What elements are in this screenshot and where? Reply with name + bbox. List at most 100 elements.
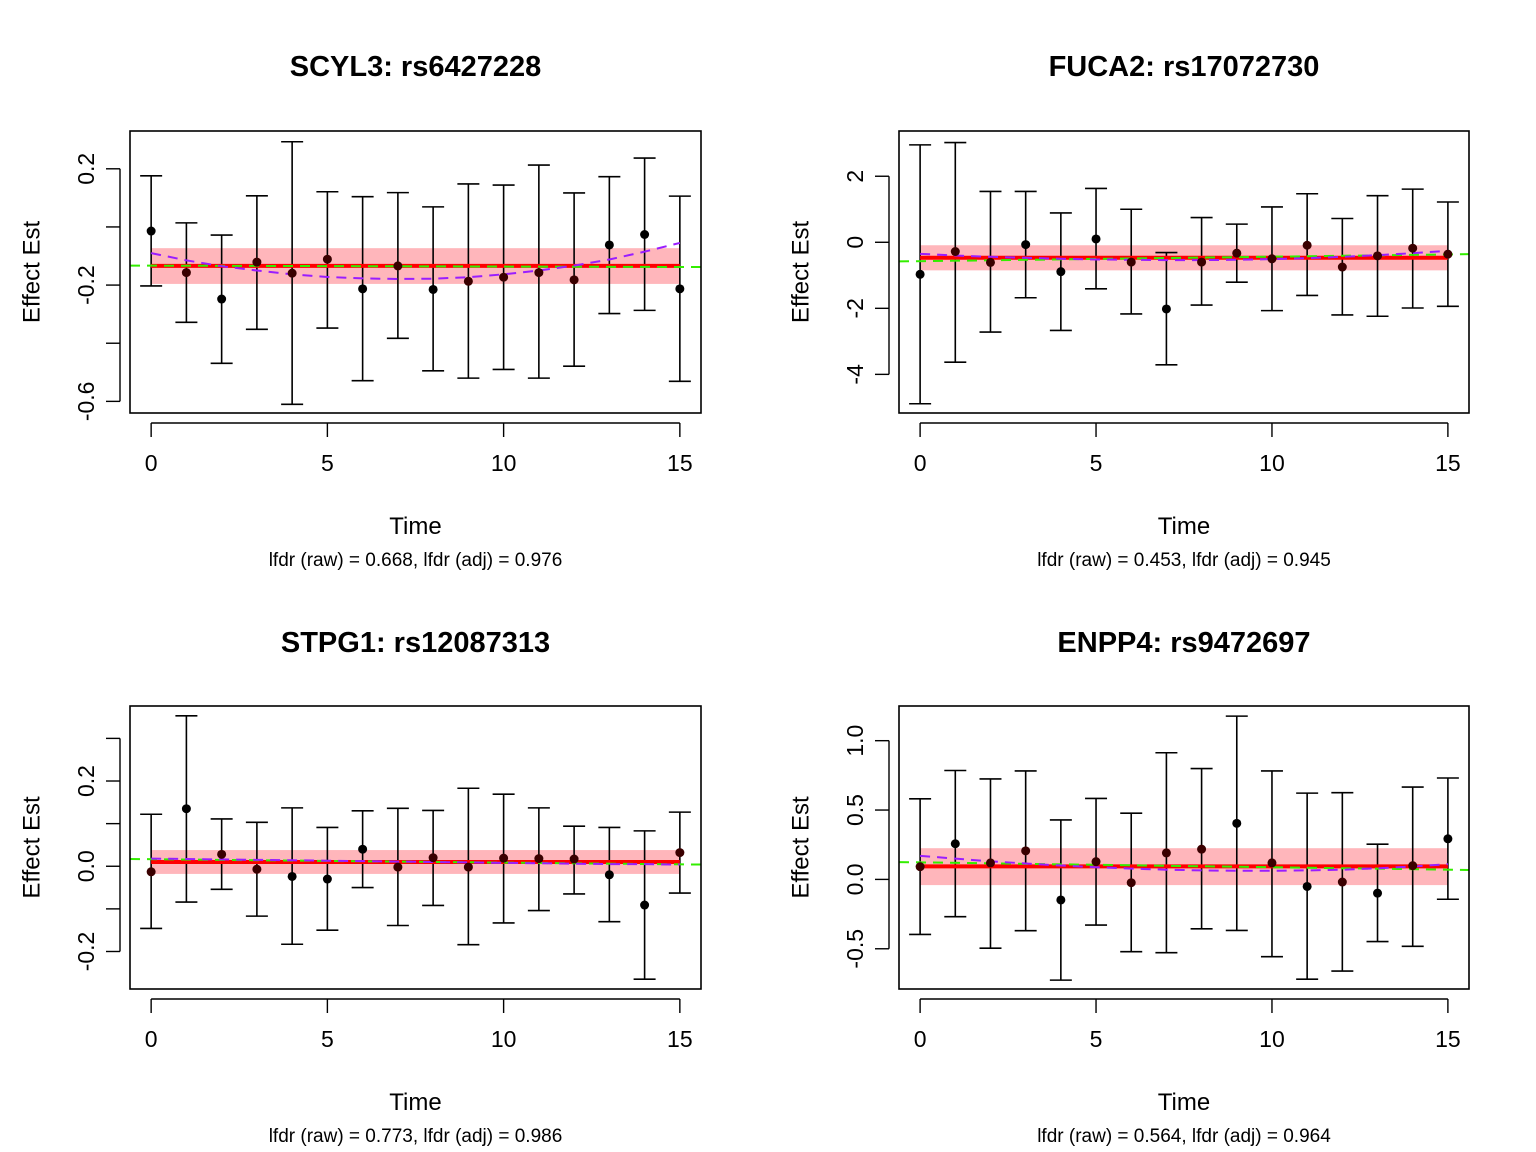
y-axis-label: Effect Est — [788, 796, 815, 899]
data-point — [217, 294, 227, 304]
plot-frame — [129, 130, 702, 414]
data-point — [604, 240, 614, 250]
data-point — [640, 900, 650, 910]
y-tick-label: 0.5 — [842, 794, 868, 826]
data-point — [1021, 240, 1031, 250]
y-tick-label: 0.0 — [73, 850, 99, 882]
data-point — [985, 858, 995, 868]
data-point — [640, 229, 650, 239]
data-point — [322, 254, 332, 264]
data-point — [1091, 857, 1101, 867]
x-tick-label: 10 — [491, 1026, 517, 1052]
x-tick-label: 5 — [1090, 1026, 1103, 1052]
data-point — [1373, 888, 1383, 898]
x-tick-label: 10 — [1259, 1026, 1285, 1052]
data-point — [1126, 878, 1136, 888]
data-point — [675, 848, 685, 858]
x-tick-label: 5 — [321, 1026, 334, 1052]
data-point — [1443, 249, 1453, 259]
y-tick-label: -0.2 — [73, 932, 99, 972]
panel-enpp4: 0 5 10 15 -0.5 0.0 0.5 1.0 ENPP4: rs9472697 Time l… — [788, 627, 1470, 1147]
y-tick-label: -2 — [842, 298, 868, 318]
data-point — [1302, 240, 1312, 250]
plot-area — [899, 141, 1469, 405]
data-point — [675, 284, 685, 294]
data-point — [1056, 267, 1066, 277]
data-point — [569, 854, 579, 864]
data-point — [146, 867, 156, 877]
data-point — [1197, 844, 1207, 854]
data-point — [181, 804, 191, 814]
data-point — [1232, 248, 1242, 258]
data-point — [1161, 304, 1171, 314]
data-point — [985, 257, 995, 267]
x-axis-label: Time — [1158, 1089, 1210, 1116]
data-point — [1021, 846, 1031, 856]
lfdr-annotation: lfdr (raw) = 0.668, lfdr (adj) = 0.976 — [269, 550, 563, 571]
x-tick-label: 15 — [667, 450, 693, 476]
data-point — [569, 275, 579, 285]
data-point — [950, 247, 960, 257]
x-tick-label: 5 — [1090, 450, 1103, 476]
x-tick-label: 5 — [321, 450, 334, 476]
panel-stpg1: 0 5 10 15 -0.2 0.0 0.2 STPG1: rs12087313 Time lfd… — [19, 627, 702, 1147]
data-point — [1126, 257, 1136, 267]
y-axis-label: Effect Est — [19, 796, 46, 899]
data-point — [534, 854, 544, 864]
data-point — [915, 269, 925, 279]
panel-scyl3: 0 5 10 15 -0.6 -0.2 0.2 SCYL3: rs6427228 Time lfd… — [19, 51, 702, 571]
data-point — [499, 272, 509, 282]
data-point — [1091, 234, 1101, 244]
y-tick-label: -0.6 — [73, 382, 99, 422]
x-tick-label: 0 — [914, 450, 927, 476]
plot-area — [130, 140, 701, 406]
smooth-curve-purple — [920, 249, 1448, 262]
data-point — [915, 862, 925, 872]
x-tick-label: 15 — [667, 1026, 693, 1052]
data-point — [950, 839, 960, 849]
x-axis-label: Time — [389, 513, 441, 540]
smooth-curve-purple — [151, 857, 680, 866]
lfdr-annotation: lfdr (raw) = 0.453, lfdr (adj) = 0.945 — [1037, 550, 1331, 571]
x-tick-label: 10 — [1259, 450, 1285, 476]
y-tick-label: 0.2 — [73, 765, 99, 797]
data-point — [499, 853, 509, 863]
data-point — [428, 853, 438, 863]
y-tick-label: -0.2 — [73, 265, 99, 305]
x-tick-label: 15 — [1435, 1026, 1461, 1052]
lfdr-annotation: lfdr (raw) = 0.564, lfdr (adj) = 0.964 — [1037, 1126, 1331, 1147]
plot-frame — [898, 705, 1470, 990]
plot-area — [130, 715, 701, 980]
data-point — [534, 268, 544, 278]
x-tick-label: 0 — [914, 1026, 927, 1052]
data-point — [358, 844, 368, 854]
y-tick-label: 0 — [842, 236, 868, 249]
data-point — [428, 284, 438, 294]
y-tick-label: 1.0 — [842, 725, 868, 757]
x-tick-label: 0 — [145, 1026, 158, 1052]
x-tick-label: 15 — [1435, 450, 1461, 476]
smooth-curve-purple — [150, 241, 681, 280]
data-point — [604, 870, 614, 880]
data-point — [358, 284, 368, 294]
x-tick-label: 0 — [145, 450, 158, 476]
plot-area — [899, 715, 1469, 981]
data-point — [252, 864, 262, 874]
chart-title: SCYL3: rs6427228 — [290, 51, 542, 83]
y-axis-label: Effect Est — [19, 221, 46, 324]
data-point — [1232, 818, 1242, 828]
x-axis-label: Time — [1158, 513, 1210, 540]
data-point — [1161, 848, 1171, 858]
data-point — [1373, 251, 1383, 261]
y-tick-label: 0.0 — [842, 863, 868, 895]
chart-title: ENPP4: rs9472697 — [1057, 627, 1310, 659]
data-point — [463, 862, 473, 872]
data-point — [1267, 254, 1277, 264]
data-point — [393, 862, 403, 872]
data-point — [1408, 243, 1418, 253]
y-tick-label: -0.5 — [842, 929, 868, 969]
data-point — [1056, 895, 1066, 905]
smooth-curve-purple — [920, 854, 1448, 872]
lfdr-annotation: lfdr (raw) = 0.773, lfdr (adj) = 0.986 — [269, 1126, 563, 1147]
data-point — [146, 226, 156, 236]
